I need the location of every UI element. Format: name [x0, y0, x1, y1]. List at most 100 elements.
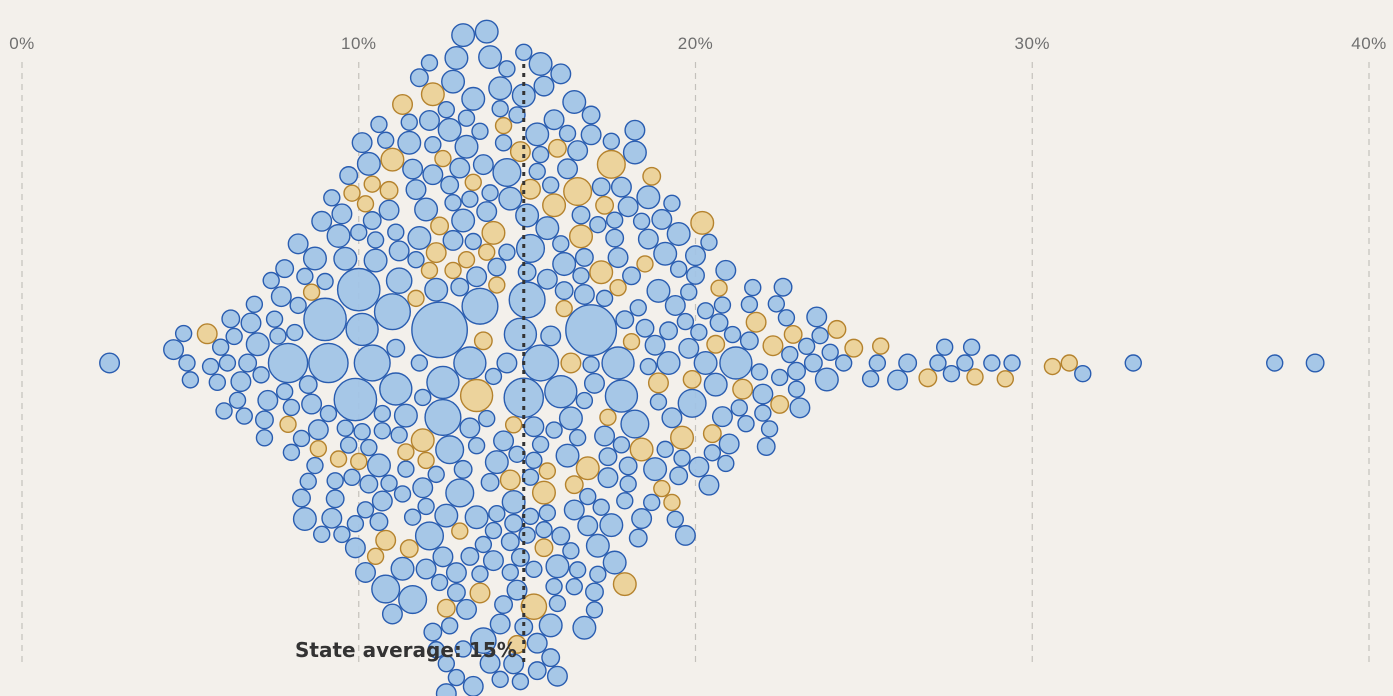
data-point — [597, 467, 619, 489]
data-point — [589, 215, 607, 234]
data-point — [444, 45, 469, 71]
data-point — [696, 302, 715, 320]
data-point — [756, 437, 776, 456]
data-point — [737, 414, 755, 433]
data-point — [663, 194, 681, 213]
data-point — [456, 598, 478, 620]
data-point — [661, 407, 683, 429]
data-point — [306, 456, 324, 475]
data-point — [298, 375, 318, 395]
data-point — [375, 529, 397, 551]
data-point — [1124, 354, 1142, 372]
data-point — [467, 436, 486, 455]
data-point — [221, 309, 241, 329]
data-point — [515, 233, 546, 264]
data-point — [417, 497, 435, 516]
data-point — [409, 68, 429, 88]
data-point — [482, 550, 504, 572]
data-point — [711, 406, 733, 428]
data-point — [555, 299, 573, 318]
data-point — [642, 166, 662, 186]
data-point — [420, 261, 439, 280]
data-point — [709, 313, 729, 333]
data-point — [163, 339, 185, 361]
data-point — [754, 404, 772, 422]
data-point — [366, 547, 385, 566]
data-point — [414, 388, 432, 407]
data-point — [425, 242, 447, 264]
data-point — [296, 267, 314, 286]
data-point — [478, 243, 496, 261]
data-point — [690, 210, 715, 235]
data-point — [339, 436, 358, 454]
data-point — [510, 548, 530, 567]
data-point — [351, 132, 373, 154]
data-point — [178, 354, 196, 372]
data-point — [507, 634, 527, 654]
data-point — [440, 617, 459, 635]
data-point — [309, 439, 328, 458]
data-point — [386, 338, 406, 358]
data-point — [459, 417, 481, 439]
data-point — [528, 52, 553, 77]
data-point — [269, 327, 287, 345]
x-tick-label: 10% — [341, 34, 377, 53]
data-point — [550, 63, 572, 85]
data-point — [579, 487, 597, 506]
data-point — [635, 318, 655, 338]
data-point — [636, 185, 661, 210]
data-point — [506, 579, 528, 601]
data-point — [228, 391, 247, 409]
data-point — [517, 262, 537, 282]
data-point — [589, 260, 614, 285]
data-point — [471, 565, 489, 583]
data-point — [767, 295, 786, 313]
data-point — [898, 353, 918, 373]
x-axis-tick-labels: 0% 10% 20% 30% 40% — [9, 34, 1386, 53]
data-point — [390, 426, 408, 444]
data-point — [521, 468, 540, 486]
data-point — [811, 326, 829, 345]
data-point — [646, 278, 671, 303]
data-point — [568, 224, 594, 249]
data-point — [1060, 354, 1078, 372]
data-point — [481, 220, 506, 245]
data-point — [504, 513, 524, 533]
data-point — [99, 352, 121, 374]
data-point — [555, 443, 580, 468]
data-point — [544, 374, 578, 409]
data-point — [432, 546, 454, 568]
data-point — [292, 507, 317, 532]
data-point — [435, 683, 457, 696]
data-point — [872, 337, 890, 355]
data-point — [356, 151, 381, 176]
data-point — [585, 533, 610, 558]
data-point — [494, 595, 514, 615]
data-point — [407, 225, 432, 251]
data-point — [929, 354, 947, 372]
data-point — [286, 323, 304, 342]
data-point — [723, 325, 742, 344]
data-point — [398, 584, 428, 615]
data-point — [996, 370, 1015, 388]
data-point — [333, 246, 358, 271]
data-point — [289, 296, 307, 315]
data-point — [346, 515, 365, 533]
data-point — [715, 259, 737, 281]
data-point — [637, 228, 659, 250]
data-point — [599, 408, 617, 427]
data-point — [381, 603, 403, 625]
data-point — [500, 532, 520, 552]
data-point — [405, 179, 427, 201]
data-point — [525, 451, 543, 469]
data-point — [533, 75, 555, 97]
data-point — [565, 304, 618, 357]
data-point — [418, 109, 440, 131]
data-point — [942, 364, 961, 383]
data-point — [373, 404, 392, 423]
data-point — [511, 672, 530, 691]
data-point — [423, 622, 443, 642]
data-point — [474, 19, 499, 44]
data-point — [760, 420, 779, 438]
x-tick-label: 0% — [9, 34, 35, 53]
